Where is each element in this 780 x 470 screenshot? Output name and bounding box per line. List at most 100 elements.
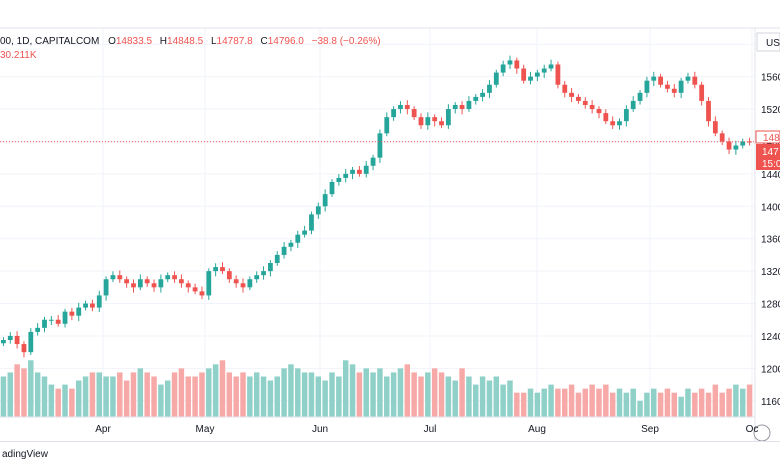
- candle-body: [733, 145, 739, 150]
- volume-bar: [7, 372, 14, 417]
- candle-body: [617, 121, 622, 126]
- candle-body: [480, 92, 486, 97]
- candle-body: [267, 263, 273, 272]
- candle-body: [144, 279, 150, 284]
- candle-body: [295, 234, 301, 243]
- volume-bar: [171, 372, 178, 417]
- volume-bar: [685, 388, 691, 417]
- volume-bar: [527, 388, 534, 417]
- x-tick-label: Apr: [95, 424, 111, 435]
- volume-bar: [616, 388, 623, 417]
- volume-bar: [247, 376, 253, 417]
- candle-body: [576, 96, 581, 101]
- volume-bar: [219, 360, 226, 417]
- candle-body: [671, 88, 677, 93]
- candle-body: [206, 271, 212, 296]
- candle-body: [220, 267, 225, 272]
- x-tick-label: May: [196, 424, 215, 435]
- volume-bar: [739, 388, 746, 417]
- volume-bar: [705, 392, 712, 417]
- volume-bar: [500, 384, 506, 417]
- candle-body: [137, 279, 143, 288]
- legend-open-label: O: [108, 36, 116, 47]
- candle-body: [418, 117, 424, 126]
- candle-body: [42, 319, 47, 328]
- x-tick-label: Sep: [641, 424, 659, 435]
- candle-body: [644, 80, 650, 93]
- price-axis[interactable]: [755, 28, 780, 442]
- x-tick-label: Aug: [528, 424, 546, 435]
- volume-bar: [48, 384, 55, 417]
- candle-body: [343, 173, 349, 178]
- y-tick-label: 1560: [761, 73, 780, 84]
- candle-body: [90, 303, 95, 308]
- candle-body: [651, 76, 657, 81]
- volume-bar: [507, 380, 513, 417]
- x-tick-label: Jun: [312, 424, 328, 435]
- candle-body: [322, 194, 328, 207]
- candle-body: [165, 275, 171, 280]
- volume-bar: [466, 376, 472, 417]
- volume-bar: [651, 388, 657, 417]
- volume-bar: [363, 368, 369, 417]
- volume-bar: [534, 392, 541, 417]
- price-tag-high-label: 148: [763, 133, 780, 144]
- candle-body: [487, 84, 492, 93]
- volume-bar: [630, 388, 636, 417]
- volume-bar: [151, 376, 157, 417]
- candle-body: [117, 275, 123, 280]
- candles: [1, 55, 752, 358]
- volume-bar: [69, 388, 75, 417]
- volume-bar: [514, 392, 520, 417]
- candle-body: [76, 307, 82, 316]
- volume-bar: [418, 376, 424, 417]
- candle-body: [83, 303, 88, 308]
- candle-body: [534, 72, 540, 77]
- candle-body: [473, 96, 479, 101]
- y-tick-label: 1360: [761, 235, 780, 246]
- volume-bar: [329, 372, 335, 417]
- candle-body: [493, 72, 499, 85]
- last-price-tag-label: 147: [762, 147, 779, 158]
- volume-bar: [719, 392, 725, 417]
- candle-body: [425, 117, 431, 126]
- candle-body: [62, 311, 68, 324]
- legend-close-value: 14796.0: [268, 36, 305, 47]
- candle-body: [329, 181, 335, 195]
- candle-body: [623, 109, 629, 122]
- price-tag-high: [755, 130, 780, 144]
- volume-bar: [192, 376, 198, 417]
- volume-bar: [390, 372, 397, 417]
- volume-bar: [493, 376, 500, 417]
- volume-bar: [452, 380, 458, 417]
- volume-bar: [185, 376, 191, 417]
- volume-bar: [623, 392, 630, 417]
- candle-body: [630, 100, 636, 110]
- candle-body: [589, 104, 595, 110]
- volume-bar: [0, 376, 7, 417]
- candle-body: [185, 283, 191, 288]
- volume-bar: [479, 376, 486, 417]
- candle-body: [610, 121, 616, 126]
- candle-body: [350, 169, 355, 174]
- volume-bar: [21, 368, 27, 417]
- candle-body: [213, 267, 219, 272]
- volume-bar: [678, 396, 684, 417]
- y-tick-label: 1200: [761, 364, 780, 375]
- volume-bar: [281, 368, 287, 417]
- volume-bar: [698, 388, 705, 417]
- candle-body: [315, 206, 321, 215]
- tradingview-brand[interactable]: adingView: [2, 449, 48, 460]
- candle-body: [7, 335, 13, 341]
- volume-bar: [75, 380, 82, 417]
- currency-box[interactable]: [756, 32, 780, 52]
- volume-bar: [657, 392, 664, 417]
- candle-body: [562, 84, 568, 93]
- volume-bar: [315, 376, 322, 417]
- volume-bar: [520, 392, 527, 417]
- candle-body: [692, 76, 698, 85]
- candle-body: [124, 279, 130, 284]
- volume-bar: [14, 364, 20, 417]
- volume-bar: [746, 384, 753, 417]
